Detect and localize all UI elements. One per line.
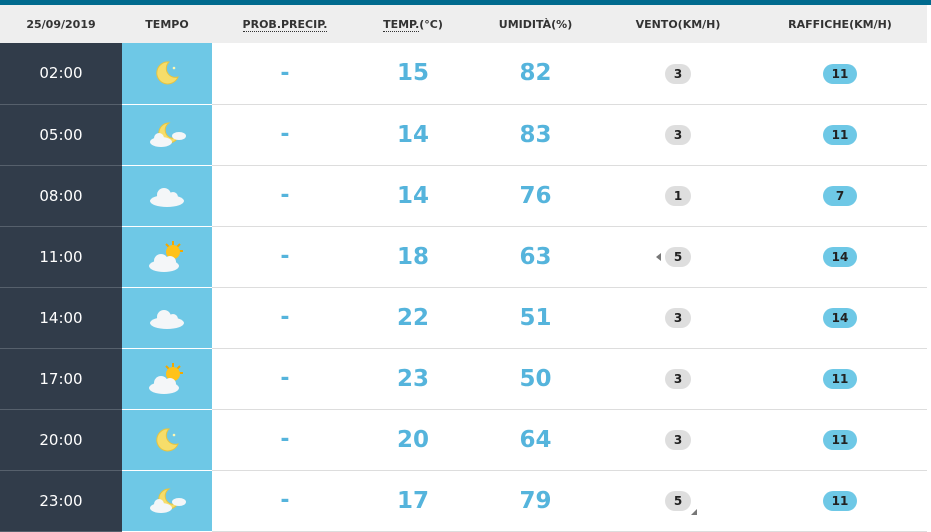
header-temp[interactable]: TEMP.(°C) xyxy=(358,5,468,43)
wind-badge: 3 xyxy=(665,63,691,84)
humidity-cell: 50 xyxy=(468,348,603,410)
humidity-cell: 63 xyxy=(468,226,603,288)
time-cell: 11:00 xyxy=(0,226,122,288)
gusts-badge: 11 xyxy=(823,369,857,389)
table-row: 17:00 - 23 50 3 11 xyxy=(0,348,927,410)
wind-badge: 3 xyxy=(665,430,691,450)
wind-cell: 3 xyxy=(603,287,753,349)
gusts-cell: 14 xyxy=(753,287,927,349)
wind-cell: 3 xyxy=(603,43,753,105)
header-gusts: RAFFICHE(KM/H) xyxy=(753,5,927,43)
table-row: 08:00 - 14 76 1 7 xyxy=(0,165,927,227)
temp-cell: 22 xyxy=(358,287,468,349)
wind-cell: 5 xyxy=(603,226,753,288)
table-row: 23:00 - 17 79 5 11 xyxy=(0,470,927,532)
temp-cell: 17 xyxy=(358,470,468,532)
gusts-badge: 11 xyxy=(823,430,857,450)
temp-cell: 14 xyxy=(358,104,468,166)
header-precip[interactable]: PROB.PRECIP. xyxy=(212,5,358,43)
scrollbar[interactable] xyxy=(927,5,931,528)
precip-cell: - xyxy=(212,104,358,166)
table-header: 25/09/2019 TEMPO PROB.PRECIP. TEMP.(°C) … xyxy=(0,5,927,43)
moon-cloud-icon xyxy=(145,121,189,147)
sun-cloud-icon xyxy=(147,240,187,272)
gusts-badge: 14 xyxy=(823,247,857,267)
gusts-badge: 11 xyxy=(823,63,857,84)
moon-icon xyxy=(152,61,182,85)
weather-cell xyxy=(122,348,212,410)
header-date: 25/09/2019 xyxy=(0,5,122,43)
table-row: 20:00 - 20 64 3 11 xyxy=(0,409,927,471)
time-cell: 14:00 xyxy=(0,287,122,349)
gusts-cell: 14 xyxy=(753,226,927,288)
wind-cell: 3 xyxy=(603,104,753,166)
table-row: 14:00 - 22 51 3 14 xyxy=(0,287,927,349)
gusts-cell: 11 xyxy=(753,104,927,166)
cloud-icon xyxy=(147,185,187,207)
forecast-table: 25/09/2019 TEMPO PROB.PRECIP. TEMP.(°C) … xyxy=(0,5,927,532)
weather-cell xyxy=(122,470,212,532)
wind-badge: 1 xyxy=(665,186,691,206)
time-cell: 02:00 xyxy=(0,43,122,105)
header-humidity: UMIDITÀ(%) xyxy=(468,5,603,43)
table-row: 11:00 - 18 63 5 14 xyxy=(0,226,927,288)
wind-badge: 5 xyxy=(665,491,697,515)
top-accent-bar xyxy=(0,0,931,5)
weather-cell xyxy=(122,43,212,105)
weather-cell xyxy=(122,165,212,227)
header-wind: VENTO(KM/H) xyxy=(603,5,753,43)
gusts-badge: 11 xyxy=(823,491,857,511)
header-weather: TEMPO xyxy=(122,5,212,43)
humidity-cell: 51 xyxy=(468,287,603,349)
precip-cell: - xyxy=(212,470,358,532)
weather-cell xyxy=(122,226,212,288)
precip-cell: - xyxy=(212,409,358,471)
sun-cloud-icon xyxy=(147,362,187,394)
table-row: 02:00 - 15 82 3 11 xyxy=(0,43,927,105)
time-cell: 20:00 xyxy=(0,409,122,471)
temp-cell: 23 xyxy=(358,348,468,410)
humidity-cell: 79 xyxy=(468,470,603,532)
weather-cell xyxy=(122,104,212,166)
gusts-badge: 14 xyxy=(823,308,857,328)
wind-badge: 3 xyxy=(665,125,691,145)
gusts-badge: 11 xyxy=(823,125,857,145)
precip-cell: - xyxy=(212,165,358,227)
humidity-cell: 82 xyxy=(468,43,603,105)
wind-cell: 3 xyxy=(603,409,753,471)
wind-badge: 3 xyxy=(665,308,691,328)
precip-cell: - xyxy=(212,287,358,349)
moon-icon xyxy=(152,427,182,451)
wind-badge: 5 xyxy=(656,247,691,267)
humidity-cell: 64 xyxy=(468,409,603,471)
temp-cell: 20 xyxy=(358,409,468,471)
wind-cell: 3 xyxy=(603,348,753,410)
table-row: 05:00 - 14 83 3 11 xyxy=(0,104,927,166)
humidity-cell: 83 xyxy=(468,104,603,166)
precip-cell: - xyxy=(212,43,358,105)
gusts-cell: 11 xyxy=(753,348,927,410)
time-cell: 17:00 xyxy=(0,348,122,410)
gusts-cell: 11 xyxy=(753,43,927,105)
moon-cloud-icon xyxy=(145,487,189,513)
temp-cell: 15 xyxy=(358,43,468,105)
weather-cell xyxy=(122,287,212,349)
gusts-cell: 7 xyxy=(753,165,927,227)
precip-cell: - xyxy=(212,348,358,410)
humidity-cell: 76 xyxy=(468,165,603,227)
temp-cell: 14 xyxy=(358,165,468,227)
gusts-cell: 11 xyxy=(753,409,927,471)
time-cell: 23:00 xyxy=(0,470,122,532)
wind-cell: 1 xyxy=(603,165,753,227)
gusts-badge: 7 xyxy=(823,186,857,206)
time-cell: 05:00 xyxy=(0,104,122,166)
cloud-icon xyxy=(147,307,187,329)
wind-badge: 3 xyxy=(665,369,691,389)
time-cell: 08:00 xyxy=(0,165,122,227)
precip-cell: - xyxy=(212,226,358,288)
gusts-cell: 11 xyxy=(753,470,927,532)
temp-cell: 18 xyxy=(358,226,468,288)
weather-cell xyxy=(122,409,212,471)
wind-cell: 5 xyxy=(603,470,753,532)
